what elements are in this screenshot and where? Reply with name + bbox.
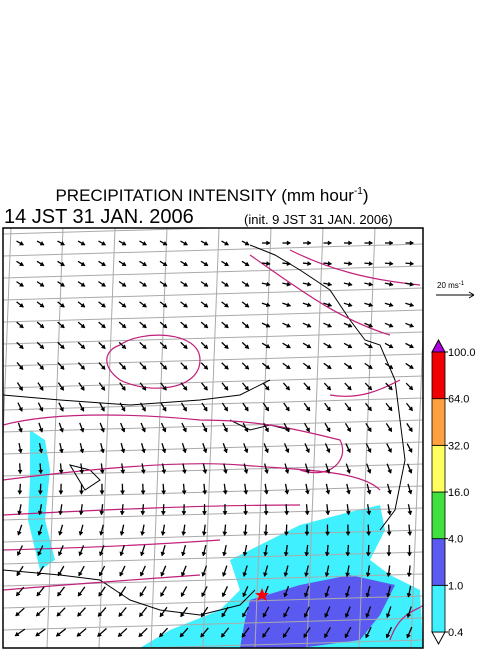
colorbar-over: [432, 340, 445, 352]
colorbar: 0.4 1.0 4.0 16.0 32.0 64.0 100.0: [432, 340, 476, 644]
colorbar-label: 0.4: [448, 627, 463, 639]
vector-scale-text: 20 ms: [437, 281, 459, 290]
colorbar-segment: [432, 352, 445, 399]
colorbar-label: 32.0: [448, 440, 469, 452]
colorbar-label: 100.0: [448, 347, 476, 359]
title-main: PRECIPITATION INTENSITY (mm hour: [55, 186, 354, 205]
colorbar-segment: [432, 399, 445, 446]
colorbar-under: [432, 632, 445, 644]
map: [0, 222, 500, 650]
meridian: [463, 228, 479, 648]
colorbar-label: 1.0: [448, 580, 463, 592]
colorbar-segment: [432, 445, 445, 492]
title: PRECIPITATION INTENSITY (mm hour-1): [55, 186, 368, 205]
vector-scale: 20 ms-1: [436, 281, 474, 298]
colorbar-label: 16.0: [448, 487, 469, 499]
colorbar-segment: [432, 539, 445, 586]
colorbar-label: 64.0: [448, 394, 469, 406]
colorbar-segment: [432, 585, 445, 632]
valid-time: 14 JST 31 JAN. 2006: [4, 206, 194, 228]
colorbar-segment: [432, 492, 445, 539]
vector-scale-label: 20 ms-1: [437, 281, 465, 290]
colorbar-label: 4.0: [448, 534, 463, 546]
title-end: ): [363, 186, 369, 205]
vector-scale-sup: -1: [459, 281, 465, 287]
init-time: (init. 9 JST 31 JAN. 2006): [244, 212, 393, 227]
